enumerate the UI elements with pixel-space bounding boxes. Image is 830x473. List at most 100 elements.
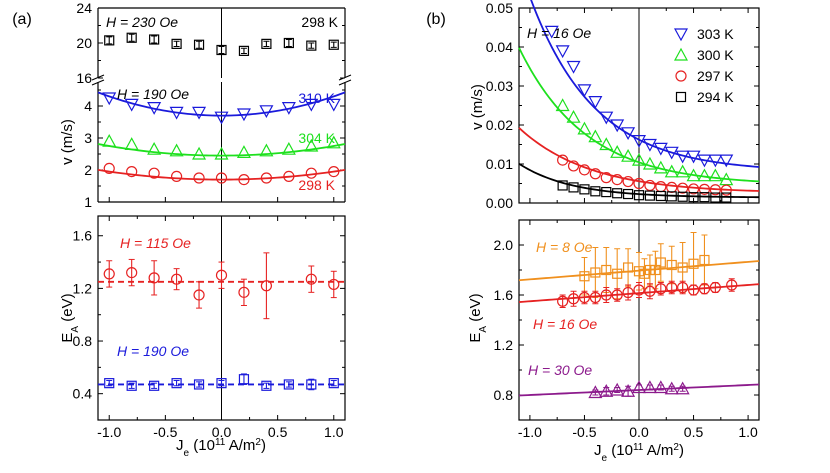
y-axis-label: v (m/s) — [59, 119, 76, 165]
data-point — [666, 191, 677, 202]
data-point — [103, 268, 115, 280]
data-point — [261, 380, 272, 391]
fit-line — [97, 91, 346, 117]
data-point — [621, 148, 636, 162]
y-tick-label: 4 — [84, 98, 92, 114]
data-point — [639, 268, 650, 279]
y-axis-label: v (m/s) — [469, 84, 486, 130]
annotation-field: H = 190 Oe — [117, 86, 189, 102]
legend-label: 303 K — [697, 26, 734, 42]
data-point — [666, 181, 678, 193]
axis-break — [91, 74, 105, 81]
data-point — [193, 289, 205, 301]
axis-break — [338, 74, 352, 81]
data-point — [600, 172, 612, 184]
data-point — [588, 95, 603, 109]
y-tick-label: 1 — [84, 194, 92, 210]
data-point — [588, 385, 603, 399]
data-point — [633, 190, 645, 201]
x-tick-label: 0.5 — [268, 424, 288, 440]
data-point — [697, 168, 712, 182]
data-point — [214, 146, 229, 160]
data-point — [126, 266, 138, 279]
x-tick-label: 1.0 — [738, 424, 758, 440]
y-tick-label: 1.2 — [494, 337, 514, 353]
legend-marker — [673, 47, 689, 61]
legend-marker — [675, 91, 687, 103]
data-point — [215, 172, 228, 184]
data-point — [650, 264, 661, 276]
data-point — [326, 98, 341, 112]
data-point — [600, 289, 612, 301]
data-point — [126, 380, 137, 391]
data-point — [666, 259, 677, 271]
data-point — [677, 281, 689, 294]
data-point — [193, 379, 205, 390]
data-point — [557, 295, 569, 307]
data-point — [633, 266, 645, 277]
data-point — [103, 162, 115, 174]
annotation-field: H = 230 Oe — [106, 14, 178, 30]
data-point — [555, 98, 570, 112]
data-point — [698, 183, 711, 195]
x-tick-label: -1.0 — [97, 424, 121, 440]
data-point — [664, 146, 679, 160]
x-tick-label: 0.0 — [212, 424, 232, 440]
data-point — [261, 38, 272, 49]
data-point — [687, 183, 700, 195]
y-tick-label: 0.8 — [73, 333, 93, 349]
data-point — [622, 188, 634, 200]
y-tick-label: 1.2 — [73, 280, 93, 296]
data-point — [149, 380, 160, 391]
y-tick-label: 1.6 — [494, 287, 514, 303]
data-point — [726, 279, 738, 291]
data-point — [708, 154, 723, 168]
series-label: 298 K — [298, 177, 335, 193]
data-point — [655, 283, 667, 295]
data-point — [610, 382, 625, 396]
data-point — [599, 383, 614, 397]
data-point — [709, 184, 721, 196]
y-tick-label: 2 — [84, 162, 92, 178]
data-point — [124, 98, 139, 112]
legend-marker — [673, 28, 689, 42]
data-point — [653, 142, 668, 156]
data-point — [677, 182, 689, 194]
data-point — [642, 156, 657, 170]
data-point — [577, 84, 592, 98]
data-point — [721, 192, 732, 203]
data-point — [631, 135, 647, 148]
data-point — [326, 135, 341, 149]
y-tick-label: 0.01 — [486, 156, 513, 172]
data-point — [653, 380, 668, 394]
x-axis-label: Je (1011 A/m2) — [594, 442, 684, 464]
data-point — [612, 188, 623, 199]
data-point — [675, 381, 690, 395]
data-point — [633, 177, 645, 190]
x-tick-label: 0.5 — [684, 424, 704, 440]
data-point — [590, 186, 601, 197]
data-point — [304, 138, 319, 152]
data-point — [611, 174, 623, 186]
data-point — [579, 271, 590, 282]
y-axis-label: EA (eV) — [59, 293, 81, 342]
data-point — [697, 154, 712, 168]
data-point — [642, 138, 657, 152]
data-point — [590, 267, 601, 278]
data-point — [631, 152, 647, 166]
data-point — [589, 168, 601, 180]
legend-label: 297 K — [697, 68, 734, 84]
y-tick-label: 0.03 — [486, 78, 513, 94]
data-point — [236, 108, 251, 122]
data-point — [124, 137, 139, 150]
data-point — [170, 170, 183, 182]
data-point — [566, 109, 581, 123]
data-point — [675, 150, 690, 164]
data-point — [281, 141, 296, 155]
data-point — [283, 379, 294, 390]
data-point — [698, 283, 711, 295]
data-point — [621, 383, 636, 397]
annotation-temp: 298 K — [301, 14, 338, 30]
y-axis-label: EA (eV) — [467, 293, 489, 342]
